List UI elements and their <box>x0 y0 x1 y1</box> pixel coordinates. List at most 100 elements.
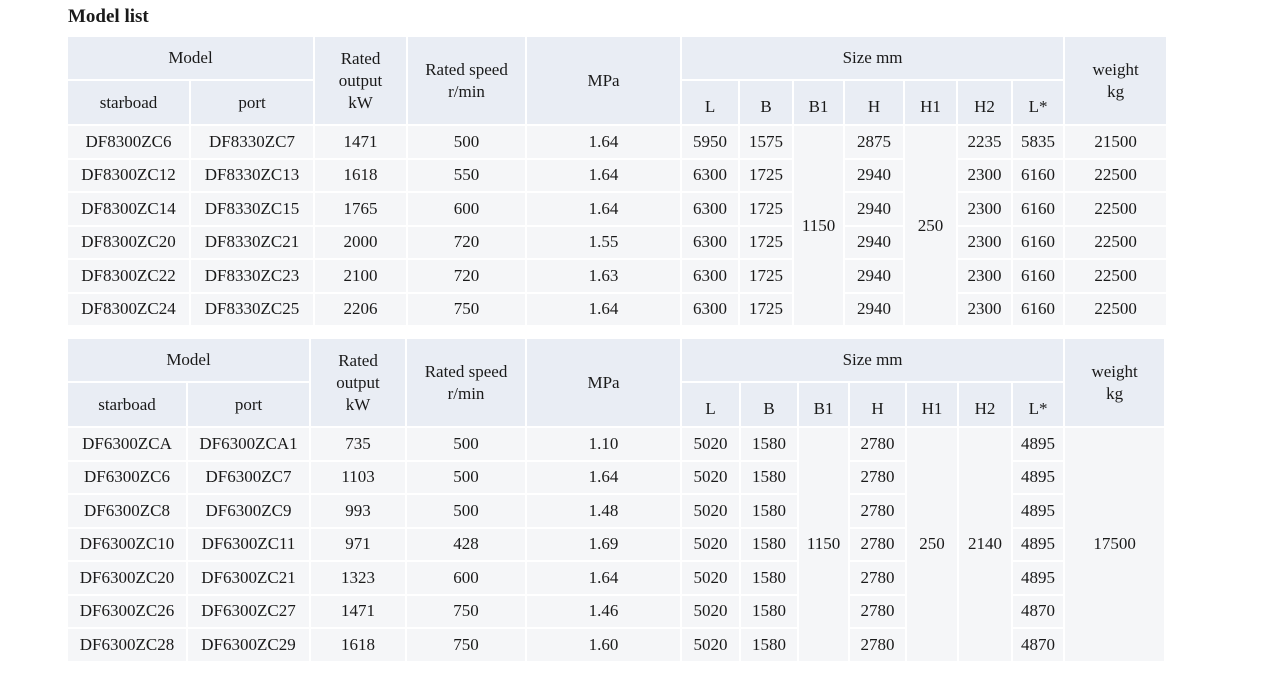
cell-Lstar: 6160 <box>1011 258 1066 294</box>
cell-H: 2940 <box>843 291 906 327</box>
table-row: DF6300ZC6 DF6300ZC7 1103 500 1.64 5020 1580 278… <box>66 459 1165 495</box>
cell-H: 2780 <box>848 526 908 562</box>
cell-mpa: 1.48 <box>525 493 683 529</box>
cell-L: 5950 <box>680 124 741 160</box>
header-size-B1: B1 <box>797 381 851 428</box>
cell-H: 2780 <box>848 493 908 529</box>
header-port: port <box>185 381 312 428</box>
table-row: DF6300ZC26 DF6300ZC27 1471 750 1.46 5020 1580 2… <box>66 593 1165 629</box>
cell-L: 5020 <box>680 426 742 462</box>
cell-B: 1725 <box>738 157 795 193</box>
cell-B: 1580 <box>739 493 800 529</box>
header-size-H2: H2 <box>957 381 1014 428</box>
header-size-Lstar: L* <box>1011 381 1066 428</box>
cell-H1-shared: 250 <box>905 426 960 663</box>
header-size-B: B <box>738 79 795 126</box>
cell-rated-output: 1471 <box>309 593 408 629</box>
cell-Lstar: 4895 <box>1011 560 1066 596</box>
cell-Lstar: 6160 <box>1011 157 1066 193</box>
header-mpa: MPa <box>525 35 683 126</box>
cell-H: 2875 <box>843 124 906 160</box>
cell-rated-speed: 720 <box>406 258 528 294</box>
cell-rated-speed: 750 <box>406 291 528 327</box>
cell-L: 6300 <box>680 291 741 327</box>
cell-starboard: DF8300ZC6 <box>66 124 191 160</box>
cell-B1-shared: 1150 <box>797 426 851 663</box>
cell-starboard: DF6300ZCA <box>66 426 188 462</box>
cell-port: DF6300ZC27 <box>185 593 312 629</box>
cell-rated-speed: 600 <box>406 191 528 227</box>
cell-rated-output: 1765 <box>313 191 409 227</box>
header-weight: weight kg <box>1063 35 1169 126</box>
cell-Lstar: 4870 <box>1011 627 1066 663</box>
cell-rated-speed: 500 <box>405 426 528 462</box>
cell-port: DF6300ZCA1 <box>185 426 312 462</box>
cell-weight: 22500 <box>1063 191 1169 227</box>
cell-Lstar: 4895 <box>1011 426 1066 462</box>
cell-weight: 22500 <box>1063 258 1169 294</box>
cell-port: DF8330ZC15 <box>188 191 316 227</box>
header-rated-speed: Rated speed r/min <box>406 35 528 126</box>
cell-H2: 2235 <box>956 124 1014 160</box>
cell-rated-speed: 428 <box>405 526 528 562</box>
cell-L: 6300 <box>680 224 741 260</box>
cell-H: 2780 <box>848 459 908 495</box>
cell-port: DF6300ZC29 <box>185 627 312 663</box>
cell-rated-speed: 720 <box>406 224 528 260</box>
cell-rated-output: 993 <box>309 493 408 529</box>
cell-rated-output: 2206 <box>313 291 409 327</box>
cell-rated-speed: 550 <box>406 157 528 193</box>
header-rated-output: Rated output kW <box>313 35 409 126</box>
cell-H2: 2300 <box>956 157 1014 193</box>
cell-mpa: 1.63 <box>525 258 683 294</box>
cell-rated-speed: 600 <box>405 560 528 596</box>
header-size-H: H <box>848 381 908 428</box>
cell-Lstar: 4870 <box>1011 593 1066 629</box>
cell-B: 1725 <box>738 224 795 260</box>
cell-mpa: 1.64 <box>525 191 683 227</box>
table-row: DF8300ZC24 DF8330ZC25 2206 750 1.64 6300 1725 2… <box>66 291 1169 327</box>
header-size-Lstar: L* <box>1011 79 1066 126</box>
cell-rated-output: 1618 <box>309 627 408 663</box>
cell-L: 5020 <box>680 560 742 596</box>
header-rated-speed: Rated speed r/min <box>405 337 528 428</box>
header-size-H: H <box>843 79 906 126</box>
cell-weight: 22500 <box>1063 157 1169 193</box>
table-row: DF8300ZC22 DF8330ZC23 2100 720 1.63 6300 1725 2… <box>66 258 1169 294</box>
cell-Lstar: 4895 <box>1011 526 1066 562</box>
cell-B: 1580 <box>739 593 800 629</box>
cell-B: 1725 <box>738 258 795 294</box>
cell-Lstar: 4895 <box>1011 493 1066 529</box>
cell-H: 2940 <box>843 258 906 294</box>
cell-starboard: DF8300ZC24 <box>66 291 191 327</box>
cell-starboard: DF6300ZC28 <box>66 627 188 663</box>
cell-L: 5020 <box>680 593 742 629</box>
header-size-H2: H2 <box>956 79 1014 126</box>
cell-mpa: 1.46 <box>525 593 683 629</box>
cell-Lstar: 5835 <box>1011 124 1066 160</box>
cell-Lstar: 4895 <box>1011 459 1066 495</box>
cell-rated-speed: 750 <box>405 593 528 629</box>
cell-H: 2940 <box>843 191 906 227</box>
cell-H: 2940 <box>843 157 906 193</box>
table-row: DF6300ZC8 DF6300ZC9 993 500 1.48 5020 1580 2780… <box>66 493 1165 529</box>
cell-port: DF6300ZC9 <box>185 493 312 529</box>
cell-port: DF8330ZC21 <box>188 224 316 260</box>
header-size-H1: H1 <box>903 79 959 126</box>
cell-rated-speed: 750 <box>405 627 528 663</box>
cell-L: 5020 <box>680 459 742 495</box>
cell-mpa: 1.10 <box>525 426 683 462</box>
header-port: port <box>188 79 316 126</box>
cell-weight: 22500 <box>1063 291 1169 327</box>
cell-L: 6300 <box>680 157 741 193</box>
cell-starboard: DF6300ZC20 <box>66 560 188 596</box>
header-model: Model <box>65 337 312 383</box>
cell-starboard: DF8300ZC22 <box>66 258 191 294</box>
cell-starboard: DF6300ZC8 <box>66 493 188 529</box>
table-row: DF6300ZC28 DF6300ZC29 1618 750 1.60 5020 1580 2… <box>66 627 1165 663</box>
cell-port: DF8330ZC23 <box>188 258 316 294</box>
cell-rated-speed: 500 <box>405 459 528 495</box>
table-row: DF8300ZC6 DF8330ZC7 1471 500 1.64 5950 1575 115… <box>66 124 1169 327</box>
header-size-L: L <box>680 381 742 428</box>
cell-H: 2780 <box>848 593 908 629</box>
